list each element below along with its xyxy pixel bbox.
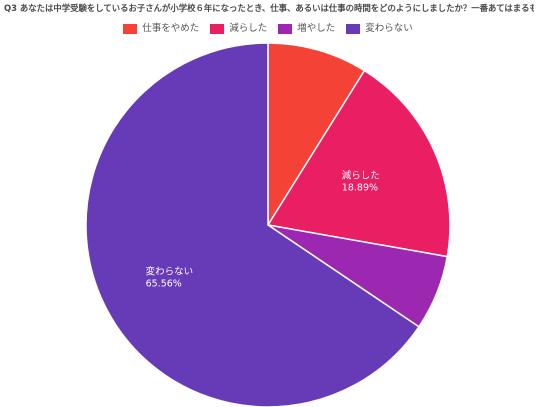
legend-swatch-quit xyxy=(123,24,138,34)
data-label-reduced-category: 減らした xyxy=(342,170,380,182)
pie-slice-unchanged[interactable] xyxy=(85,42,420,407)
legend-label-quit: 仕事をやめた xyxy=(142,23,200,34)
data-label-unchanged-value: 65.56% xyxy=(146,278,182,289)
data-label-reduced-value: 18.89% xyxy=(342,183,378,194)
legend-label-reduced: 減らした xyxy=(229,23,268,34)
legend-item-unchanged[interactable]: 変わらない xyxy=(346,21,413,37)
legend-label-unchanged: 変わらない xyxy=(365,23,413,34)
legend-swatch-unchanged xyxy=(346,24,361,34)
data-label-unchanged-category: 変わらない xyxy=(146,265,194,277)
legend-swatch-increased xyxy=(278,24,293,34)
chart-title: Q3 あなたは中学受験をしているお子さんが小学校６年になったとき、仕事、あるいは… xyxy=(4,3,534,13)
legend-swatch-reduced xyxy=(210,24,225,34)
legend-item-increased[interactable]: 増やした xyxy=(278,21,335,37)
legend: 仕事をやめた 減らした 増やした 変わらない xyxy=(0,21,536,37)
pie-slice-reduced[interactable] xyxy=(266,69,451,258)
legend-label-increased: 増やした xyxy=(297,23,336,34)
pie-slice-quit[interactable] xyxy=(267,42,366,228)
legend-item-quit[interactable]: 仕事をやめた xyxy=(123,21,199,37)
legend-item-reduced[interactable]: 減らした xyxy=(210,21,267,37)
